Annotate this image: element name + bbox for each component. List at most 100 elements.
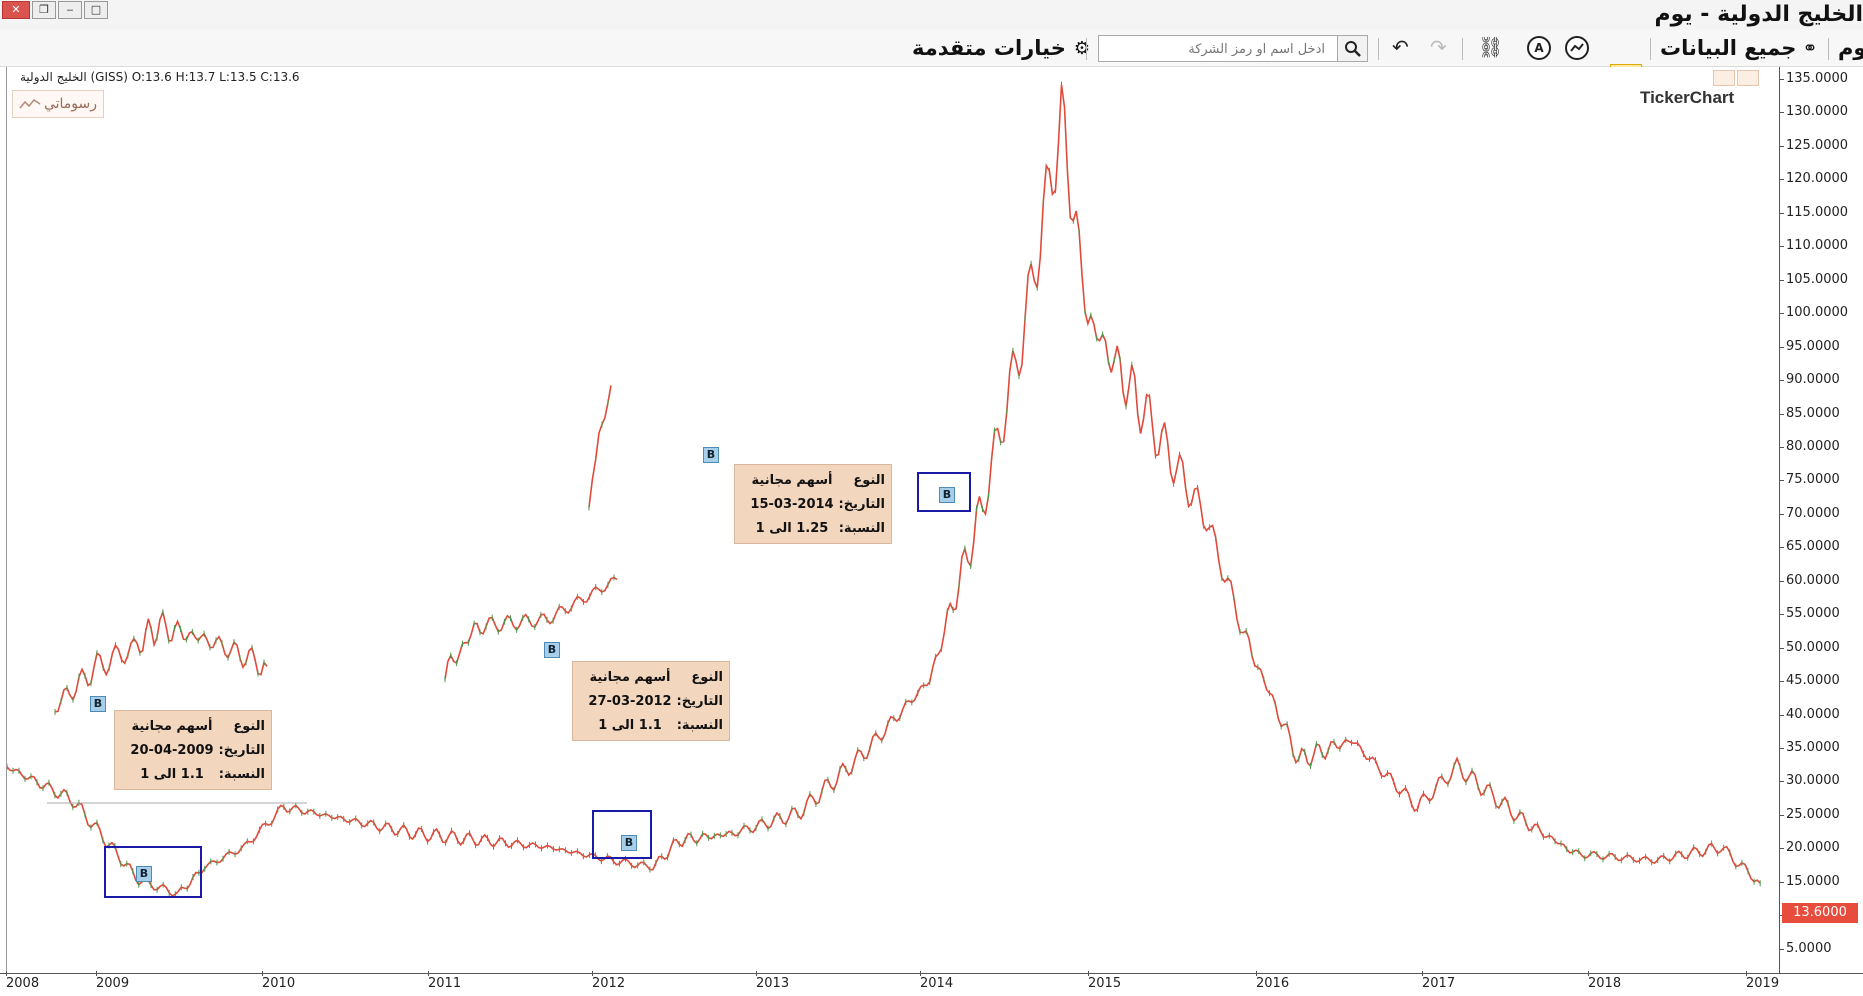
wave-icon bbox=[19, 99, 41, 109]
y-tick-label: 80.0000 bbox=[1780, 438, 1840, 454]
y-tick-label: 125.0000 bbox=[1779, 137, 1849, 153]
y-tick-label: 25.0000 bbox=[1780, 806, 1840, 822]
x-tick-label: 2016 bbox=[1256, 971, 1290, 991]
date-value: 20-04-2009 bbox=[130, 743, 214, 758]
x-tick-label: 2011 bbox=[428, 971, 462, 991]
title-bar: ✕ ❐ ‒ □ الخليج الدولية - يوم bbox=[0, 0, 1863, 31]
x-tick-label: 2018 bbox=[1588, 971, 1622, 991]
maximize-button[interactable]: □ bbox=[84, 1, 108, 19]
type-value: أسهم مجانية bbox=[589, 670, 671, 685]
y-tick-label: 110.0000 bbox=[1779, 238, 1849, 254]
date-key: التاريخ: bbox=[218, 743, 265, 758]
all-data-button[interactable]: جميع البيانات ⚭ bbox=[1660, 34, 1818, 62]
y-tick-label: 130.0000 bbox=[1779, 104, 1849, 120]
chart-line-icon[interactable] bbox=[1565, 36, 1589, 60]
y-tick-label: 15.0000 bbox=[1780, 873, 1840, 889]
y-tick-label: 95.0000 bbox=[1780, 338, 1840, 354]
split-info-box: النوع أسهم مجانية التاريخ: 20-04-2009 النس… bbox=[114, 710, 272, 790]
y-tick-label: 40.0000 bbox=[1780, 706, 1840, 722]
window-controls: ✕ ❐ ‒ □ bbox=[2, 1, 108, 19]
split-marker[interactable]: B bbox=[703, 447, 719, 463]
search-box bbox=[1098, 35, 1338, 62]
ratio-value: 1.1 الى 1 bbox=[140, 767, 204, 782]
all-data-label: جميع البيانات bbox=[1660, 36, 1797, 60]
split-info-box: النوع أسهم مجانية التاريخ: 15-03-2014 النس… bbox=[734, 464, 892, 544]
search-icon bbox=[1344, 40, 1361, 57]
y-tick-label: 50.0000 bbox=[1780, 639, 1840, 655]
x-tick-label: 2009 bbox=[96, 971, 130, 991]
split-highlight bbox=[917, 472, 971, 512]
split-highlight bbox=[592, 810, 652, 859]
ratio-key: النسبة: bbox=[838, 521, 885, 536]
inset-price-line-candles bbox=[54, 609, 265, 715]
search-input[interactable] bbox=[1103, 38, 1329, 61]
auto-icon[interactable]: A bbox=[1527, 36, 1551, 60]
split-marker[interactable]: B bbox=[90, 696, 106, 712]
y-tick-label: 60.0000 bbox=[1780, 572, 1840, 588]
x-tick-label: 2013 bbox=[756, 971, 790, 991]
window-title: الخليج الدولية - يوم bbox=[1654, 2, 1863, 27]
chart-plot-area[interactable] bbox=[6, 67, 1780, 973]
split-marker[interactable]: B bbox=[939, 487, 955, 503]
y-tick-label: 135.0000 bbox=[1779, 71, 1849, 86]
ratio-value: 1.25 الى 1 bbox=[755, 521, 829, 536]
binoculars-icon[interactable]: ⛓ bbox=[1478, 35, 1504, 59]
close-button[interactable]: ✕ bbox=[2, 1, 30, 19]
toolbar-separator bbox=[1650, 38, 1651, 60]
toolbar-separator bbox=[1828, 38, 1829, 60]
y-tick-label: 120.0000 bbox=[1779, 171, 1849, 187]
y-tick-label: 30.0000 bbox=[1780, 773, 1840, 789]
inset-price-line bbox=[54, 609, 268, 713]
search-button[interactable] bbox=[1338, 35, 1368, 62]
price-line bbox=[7, 84, 1761, 897]
x-tick-label: 2014 bbox=[920, 971, 954, 991]
y-tick-label: 5.0000 bbox=[1780, 940, 1832, 956]
y-tick-label: 105.0000 bbox=[1779, 271, 1849, 287]
x-tick-label: 2019 bbox=[1746, 971, 1780, 991]
inset-price-line bbox=[444, 576, 618, 680]
x-tick-label: 2008 bbox=[6, 971, 40, 991]
date-key: التاريخ: bbox=[676, 694, 723, 709]
link-icon: ⚭ bbox=[1802, 37, 1818, 59]
y-tick-label: 65.0000 bbox=[1780, 539, 1840, 555]
drawings-legend[interactable]: رسوماتي bbox=[12, 90, 104, 118]
y-tick-label: 115.0000 bbox=[1779, 204, 1849, 220]
split-marker[interactable]: B bbox=[136, 866, 152, 882]
y-tick-label: 90.0000 bbox=[1780, 372, 1840, 388]
date-value: 15-03-2014 bbox=[750, 497, 834, 512]
toolbar-separator bbox=[1378, 38, 1379, 60]
redo-icon[interactable]: ↷ bbox=[1430, 35, 1447, 59]
chart-settings-button[interactable] bbox=[1737, 70, 1759, 86]
y-tick-label: 100.0000 bbox=[1779, 305, 1849, 321]
chart-maximize-button[interactable] bbox=[1713, 70, 1735, 86]
undo-icon[interactable]: ↶ bbox=[1392, 35, 1409, 59]
y-tick-label: 85.0000 bbox=[1780, 405, 1840, 421]
y-tick-label: 75.0000 bbox=[1780, 472, 1840, 488]
advanced-options-button[interactable]: خيارات متقدمة ⚙ bbox=[912, 34, 1090, 62]
ohlc-readout: الخليج الدولية (GISS) O:13.6 H:13.7 L:13… bbox=[20, 70, 300, 84]
split-marker[interactable]: B bbox=[621, 835, 637, 851]
minimize-button[interactable]: ‒ bbox=[58, 1, 82, 19]
x-tick-label: 2017 bbox=[1422, 971, 1456, 991]
brand-logo: TickerChart bbox=[1640, 88, 1735, 107]
date-value: 27-03-2012 bbox=[588, 694, 672, 709]
restore-button[interactable]: ❐ bbox=[32, 1, 56, 19]
inset-price-line-candles bbox=[588, 399, 609, 511]
chart-mini-controls bbox=[1713, 70, 1759, 86]
ratio-value: 1.1 الى 1 bbox=[598, 718, 662, 733]
type-key: النوع bbox=[853, 473, 885, 488]
toolbar: يوم جميع البيانات ⚭ A ⛓ ↷ ↶ خيارات متقدم… bbox=[0, 30, 1863, 94]
x-tick-label: 2010 bbox=[262, 971, 296, 991]
ratio-key: النسبة: bbox=[218, 767, 265, 782]
y-tick-label: 45.0000 bbox=[1780, 673, 1840, 689]
price-chart[interactable] bbox=[7, 67, 1780, 973]
type-value: أسهم مجانية bbox=[751, 473, 833, 488]
price-axis[interactable]: 135.0000 130.0000 125.0000 120.0000 115.0000… bbox=[1779, 67, 1863, 973]
type-key: النوع bbox=[691, 670, 723, 685]
date-axis[interactable]: 2008 2009 2010 2011 2012 2013 2014 2015 2016 2017… bbox=[0, 971, 1863, 996]
toolbar-separator bbox=[1462, 38, 1463, 60]
ratio-key: النسبة: bbox=[676, 718, 723, 733]
split-marker[interactable]: B bbox=[544, 642, 560, 658]
period-button[interactable]: يوم bbox=[1838, 36, 1863, 60]
price-line-candles bbox=[7, 81, 1761, 898]
